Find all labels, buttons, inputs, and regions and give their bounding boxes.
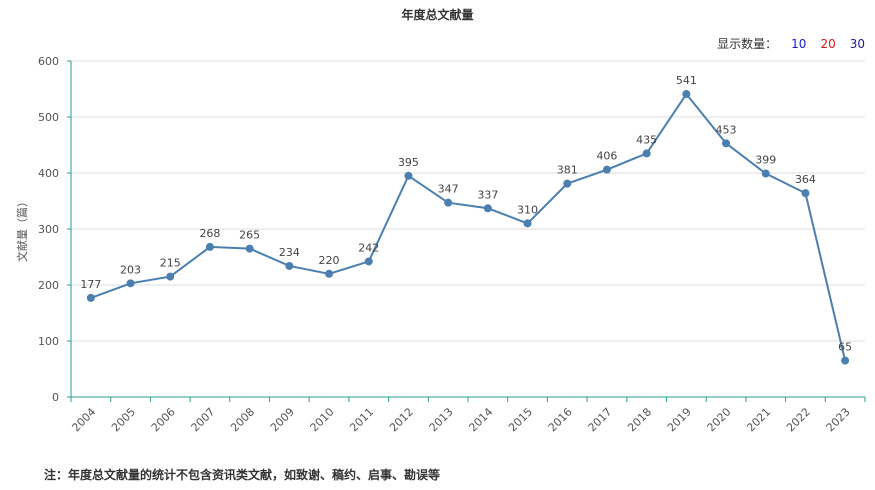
x-tick-label: 2017	[586, 405, 615, 434]
data-point	[126, 279, 135, 288]
y-tick-label: 600	[38, 55, 59, 68]
y-axis-label: 文献量（篇）	[15, 196, 29, 262]
x-tick-label: 2011	[347, 405, 376, 434]
data-point	[483, 204, 492, 213]
series-line	[90, 92, 847, 361]
data-label: 337	[477, 188, 498, 201]
footnote: 注：年度总文献量的统计不包含资讯类文献，如致谢、稿约、启事、勘误等	[44, 468, 441, 482]
data-label: 177	[80, 278, 101, 291]
data-label: 406	[596, 150, 617, 163]
data-label: 364	[795, 173, 816, 186]
display-count-option-20[interactable]: 20	[820, 36, 836, 51]
x-tick-label: 2016	[546, 405, 575, 434]
y-tick-label: 400	[38, 167, 59, 180]
x-tick-label: 2012	[387, 405, 416, 434]
data-point	[801, 189, 810, 198]
data-label: 435	[636, 133, 657, 146]
y-tick-label: 200	[38, 279, 59, 292]
data-labels: 177 203 215 268 265 234 220 242 395 347 337 310 381 4…	[80, 74, 852, 354]
x-tick-label: 2013	[427, 405, 456, 434]
data-point	[523, 219, 532, 228]
data-label: 215	[160, 257, 181, 270]
data-point	[285, 261, 294, 270]
data-label: 65	[838, 341, 852, 354]
data-points	[86, 90, 850, 365]
x-tick-label: 2004	[69, 405, 98, 434]
x-tick-labels: 2004 2005 2006 2007 2008 2009 2010 2011 2012 2013…	[69, 405, 852, 434]
x-tick-label: 2021	[744, 405, 773, 434]
data-label: 203	[120, 263, 141, 276]
data-point	[682, 90, 691, 99]
data-point	[86, 293, 95, 302]
x-tick-label: 2018	[625, 405, 654, 434]
data-label: 399	[755, 154, 776, 167]
data-point	[404, 171, 413, 180]
data-point	[205, 242, 214, 251]
data-label: 310	[517, 203, 538, 216]
x-tick-label: 2023	[824, 405, 853, 434]
data-label: 265	[239, 229, 260, 242]
data-point	[325, 269, 334, 278]
x-tick-label: 2019	[665, 405, 694, 434]
display-count-selector: 显示数量： 10 20 30	[717, 35, 865, 52]
grid-lines	[71, 60, 865, 342]
data-point	[642, 149, 651, 158]
data-point	[444, 198, 453, 207]
y-tick-label: 300	[38, 223, 59, 236]
chart-title: 年度总文献量	[401, 8, 474, 22]
data-label: 395	[398, 156, 419, 169]
data-label: 453	[716, 123, 737, 136]
x-tick-label: 2005	[109, 405, 138, 434]
display-count-option-30[interactable]: 30	[849, 36, 865, 51]
y-tick-labels: 0 100 200 300 400 500 600	[38, 55, 59, 404]
y-tick-label: 100	[38, 335, 59, 348]
data-point	[761, 169, 770, 178]
x-tick-label: 2008	[228, 405, 257, 434]
y-tick-label: 500	[38, 111, 59, 124]
data-label: 234	[279, 246, 300, 259]
data-label: 381	[557, 164, 578, 177]
data-label: 541	[676, 74, 697, 87]
data-point	[841, 356, 850, 365]
x-tick-label: 2010	[308, 405, 337, 434]
x-tick-label: 2020	[705, 405, 734, 434]
x-tick-label: 2015	[506, 405, 535, 434]
x-tick-label: 2007	[189, 405, 218, 434]
data-point	[245, 244, 254, 253]
data-point	[602, 165, 611, 174]
data-label: 347	[438, 183, 459, 196]
data-point	[722, 139, 731, 148]
data-point	[364, 257, 373, 266]
display-count-option-10[interactable]: 10	[791, 36, 807, 51]
axes	[67, 60, 866, 402]
data-point	[166, 272, 175, 281]
data-label: 242	[358, 241, 379, 254]
x-tick-label: 2006	[149, 405, 178, 434]
x-tick-label: 2014	[466, 405, 495, 434]
display-count-label: 显示数量：	[717, 37, 778, 51]
data-point	[563, 179, 572, 188]
data-label: 268	[199, 227, 220, 240]
x-tick-label: 2022	[784, 405, 813, 434]
y-tick-label: 0	[52, 391, 59, 404]
data-label: 220	[319, 254, 340, 267]
x-tick-label: 2009	[268, 405, 297, 434]
